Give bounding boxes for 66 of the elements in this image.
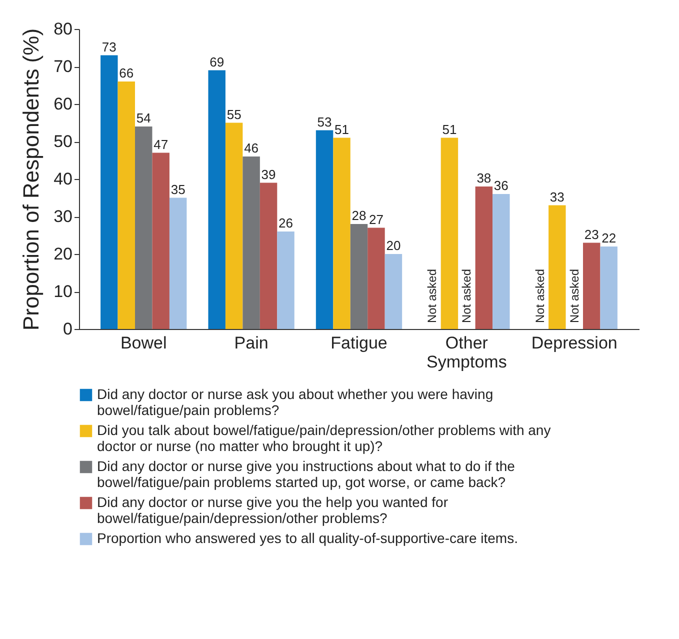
- text: Not asked: [460, 268, 474, 323]
- bar: [475, 186, 493, 329]
- data-label: 23: [584, 226, 599, 242]
- y-tick-label: 70: [54, 57, 72, 76]
- data-label: 33: [550, 189, 564, 204]
- bar: [242, 156, 260, 329]
- y-tick-label: 80: [54, 20, 72, 38]
- y-tick-label: 0: [63, 320, 72, 338]
- text: Not asked: [425, 268, 440, 323]
- legend-label: Did any doctor or nurse give you instructions about what to do if the bowel/fatigue/pain problems started up, got worse, or came back?: [97, 458, 516, 490]
- legend-label: Proportion who answered yes to all quality-of-supportive-care items.: [97, 530, 518, 546]
- data-label: 36: [494, 178, 508, 193]
- bar: [600, 246, 618, 329]
- legend-label: Did you talk about bowel/fatigue/pain/depression/other problems with any doctor or nurse (no matter who brought it up)?: [97, 422, 551, 454]
- text: Not asked: [567, 268, 582, 323]
- data-label: 55: [226, 106, 242, 122]
- data-label: 38: [476, 170, 492, 186]
- bar: [384, 254, 402, 329]
- bar: [548, 205, 566, 329]
- data-label: 20: [386, 238, 401, 253]
- data-label: 51: [442, 122, 457, 137]
- y-tick-label: 40: [54, 170, 72, 188]
- y-tick-label: 30: [54, 207, 72, 226]
- text: Not asked: [532, 268, 547, 323]
- data-label: 73: [102, 39, 116, 54]
- data-label: 35: [170, 182, 186, 197]
- data-label: 27: [368, 212, 384, 227]
- data-label: 66: [119, 66, 134, 80]
- bar: [277, 232, 294, 329]
- x-tick-label: Bowel: [120, 334, 167, 352]
- bar: [100, 55, 118, 329]
- legend-label: Did any doctor or nurse ask you about whether you were having bowel/fatigue/pain problems?: [97, 386, 494, 418]
- legend-label: Did any doctor or nurse give you the help you wanted for bowel/fatigue/pain/depression/other problems?: [97, 494, 448, 526]
- bar: [316, 130, 334, 329]
- bar: [368, 228, 385, 329]
- bar: [169, 198, 187, 329]
- bar: [333, 138, 350, 329]
- bar: [440, 138, 458, 329]
- bar: [260, 182, 278, 329]
- x-tick-label: Depression: [531, 334, 618, 352]
- bar: [350, 224, 368, 329]
- bar: [118, 82, 135, 329]
- data-label: 69: [210, 54, 224, 70]
- x-tick-label: Pain: [234, 334, 268, 352]
- data-label: 47: [154, 136, 168, 152]
- bar: [225, 122, 243, 329]
- bar: [492, 194, 510, 329]
- data-label: 51: [334, 122, 350, 137]
- y-tick-label: 20: [54, 244, 72, 264]
- bar: [135, 126, 152, 329]
- bar: [208, 70, 226, 329]
- data-label: 39: [261, 166, 276, 182]
- x-tick-label: Other Symptoms: [426, 334, 507, 372]
- data-label: 54: [136, 110, 151, 126]
- y-tick-label: 10: [54, 282, 72, 301]
- y-axis-title: Proportion of Respondents (%): [18, 28, 44, 331]
- data-label: 22: [602, 230, 616, 246]
- data-label: 28: [352, 208, 366, 223]
- bar: [583, 242, 600, 329]
- bar: [152, 152, 170, 329]
- data-label: 53: [317, 114, 332, 130]
- y-tick-label: 60: [54, 94, 72, 114]
- data-label: 26: [278, 216, 294, 230]
- x-tick-label: Fatigue: [330, 334, 388, 352]
- y-tick-label: 50: [54, 132, 72, 151]
- data-label: 46: [244, 140, 259, 156]
